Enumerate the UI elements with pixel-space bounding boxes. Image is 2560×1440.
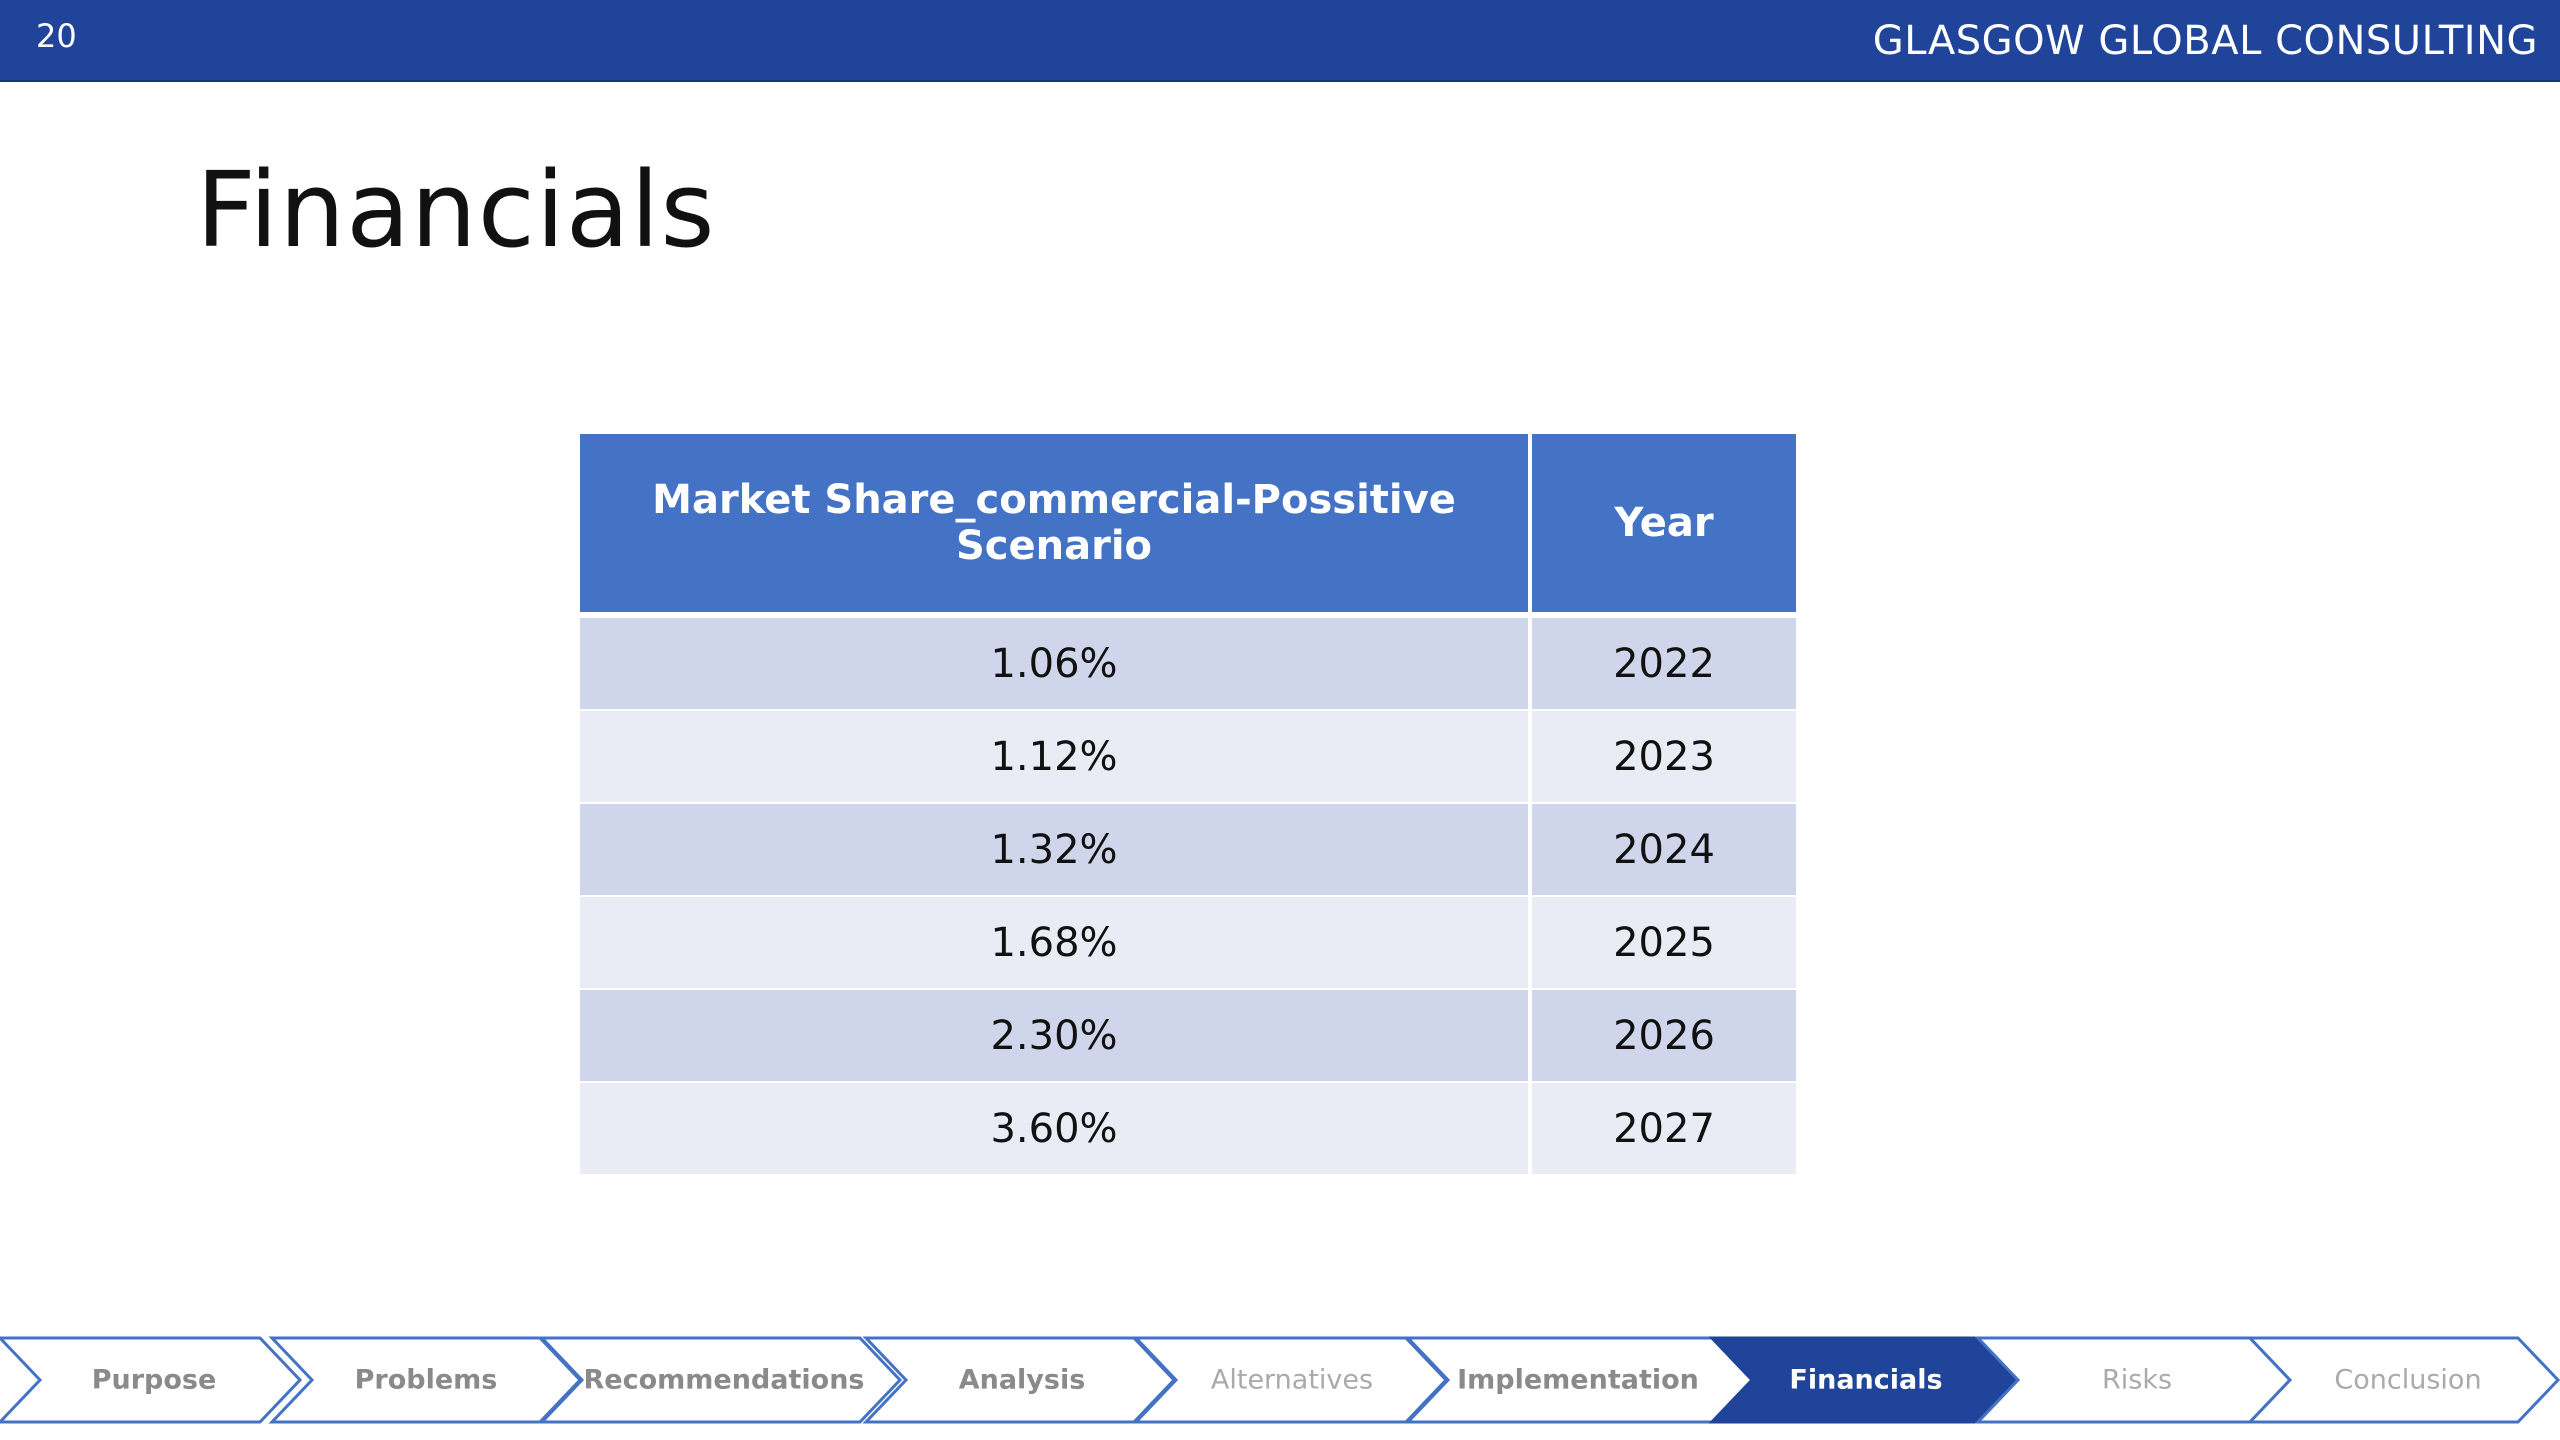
brand-name: GLASGOW GLOBAL CONSULTING	[1872, 18, 2538, 64]
nav-step-problems[interactable]: Problems	[268, 1336, 583, 1424]
nav-step-implementation[interactable]: Implementation	[1404, 1336, 1755, 1424]
nav-step-purpose[interactable]: Purpose	[0, 1336, 303, 1424]
year-cell: 2023	[1530, 710, 1796, 804]
column-header-year: Year	[1530, 434, 1796, 618]
slide-title: Financials	[196, 149, 716, 271]
year-cell: 2026	[1530, 989, 1796, 1083]
section-chevrons: Purpose Problems Recommendations Analysi…	[0, 1336, 2560, 1424]
nav-step-label: Conclusion	[2334, 1365, 2481, 1396]
market-share-cell: 1.32%	[580, 803, 1532, 897]
nav-step-alternatives[interactable]: Alternatives	[1132, 1336, 1449, 1424]
market-share-cell: 1.06%	[580, 615, 1532, 711]
market-share-cell: 1.68%	[580, 896, 1532, 990]
year-cell: 2024	[1530, 803, 1796, 897]
year-cell: 2027	[1530, 1082, 1796, 1176]
column-header-market-share: Market Share_commercial-Possitive Scenar…	[580, 434, 1532, 618]
section-navigation: Purpose Problems Recommendations Analysi…	[0, 1334, 2560, 1426]
market-share-table: Market Share_commercial-Possitive Scenar…	[580, 434, 1796, 1176]
table-row: 1.06% 2022	[580, 615, 1796, 711]
nav-step-label: Analysis	[959, 1365, 1086, 1396]
nav-step-recommendations[interactable]: Recommendations	[538, 1336, 903, 1424]
header-bar: 20 GLASGOW GLOBAL CONSULTING	[0, 0, 2560, 82]
nav-step-label: Problems	[355, 1365, 498, 1396]
table-row: 1.32% 2024	[580, 803, 1796, 897]
nav-step-label: Risks	[2102, 1365, 2172, 1396]
year-cell: 2025	[1530, 896, 1796, 990]
nav-step-risks[interactable]: Risks	[1974, 1336, 2293, 1424]
table-row: 1.68% 2025	[580, 896, 1796, 990]
nav-step-label: Financials	[1789, 1365, 1942, 1396]
page-number: 20	[36, 17, 77, 55]
market-share-cell: 1.12%	[580, 710, 1532, 804]
year-cell: 2022	[1530, 615, 1796, 711]
table-row: 2.30% 2026	[580, 989, 1796, 1083]
nav-step-label: Recommendations	[583, 1365, 864, 1396]
nav-step-analysis[interactable]: Analysis	[862, 1336, 1177, 1424]
table-row: 3.60% 2027	[580, 1082, 1796, 1176]
table-row: 1.12% 2023	[580, 710, 1796, 804]
nav-step-financials[interactable]: Financials	[1708, 1336, 2021, 1424]
nav-step-label: Implementation	[1457, 1365, 1699, 1396]
market-share-cell: 3.60%	[580, 1082, 1532, 1176]
table-header-row: Market Share_commercial-Possitive Scenar…	[580, 434, 1796, 618]
market-share-cell: 2.30%	[580, 989, 1532, 1083]
nav-step-label: Purpose	[92, 1365, 217, 1396]
nav-step-conclusion[interactable]: Conclusion	[2246, 1336, 2560, 1424]
nav-step-label: Alternatives	[1211, 1365, 1373, 1396]
